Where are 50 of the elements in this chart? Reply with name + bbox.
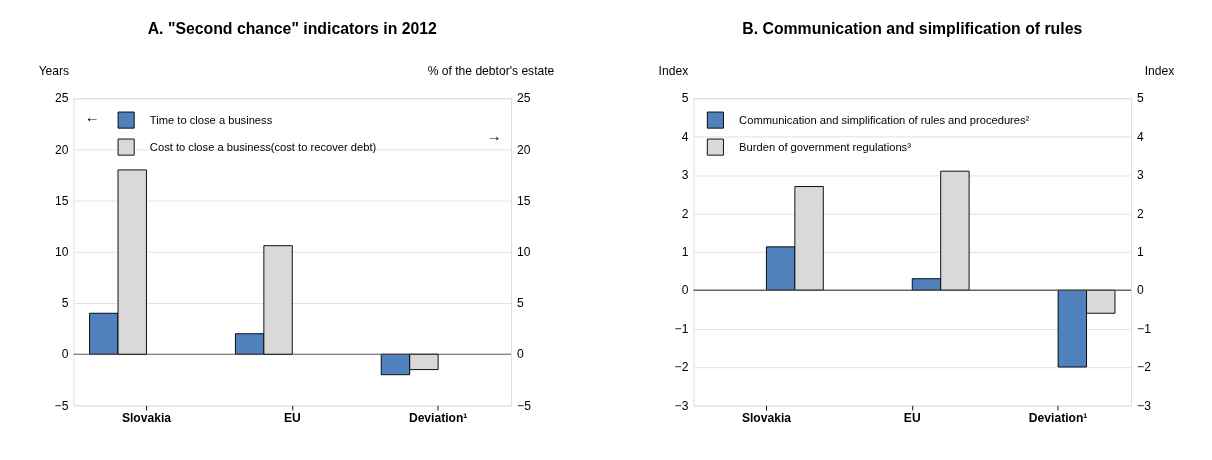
y2-tick-label: 4 — [1137, 129, 1145, 144]
y2-tick-label: 3 — [1137, 168, 1145, 183]
y2-tick-label: 20 — [517, 142, 531, 157]
y-tick-label: −1 — [674, 321, 689, 336]
y-tick-label: −2 — [674, 360, 689, 375]
y-tick-label: 10 — [54, 245, 69, 260]
y-axis-title: Index — [658, 64, 689, 79]
y-tick-label: 25 — [54, 91, 69, 106]
legend-label: Time to close a business — [149, 113, 273, 126]
y2-axis-title: % of the debtor's estate — [427, 64, 555, 79]
annotation: → — [486, 128, 502, 145]
y2-tick-label: 25 — [517, 91, 531, 106]
y2-tick-label: 1 — [1137, 245, 1145, 260]
y2-tick-label: 0 — [1137, 283, 1145, 298]
y-tick-label: 20 — [54, 142, 69, 157]
y-axis-title: Years — [38, 64, 70, 79]
y-tick-label: −3 — [674, 398, 689, 413]
y-tick-label: 5 — [61, 296, 69, 311]
y2-tick-label: −3 — [1137, 398, 1152, 413]
y-tick-label: −5 — [54, 398, 69, 413]
y2-tick-label: 0 — [517, 347, 525, 362]
y-tick-label: 3 — [681, 168, 689, 183]
y2-tick-label: 10 — [517, 245, 531, 260]
y2-tick-label: 5 — [517, 296, 525, 311]
y-tick-label: 0 — [61, 347, 69, 362]
y-tick-label: 5 — [681, 91, 689, 106]
y-tick-label: 15 — [54, 193, 69, 208]
y-tick-label: 0 — [681, 283, 689, 298]
x-tick-label: EU — [903, 410, 921, 425]
annotation: ← — [84, 109, 100, 126]
y2-tick-label: −2 — [1137, 360, 1152, 375]
chart-title: B. Communication and simplification of rules — [742, 20, 1083, 37]
x-tick-label: Slovakia — [121, 410, 172, 425]
y2-axis-title: Index — [1144, 64, 1175, 79]
x-tick-label: Slovakia — [741, 410, 792, 425]
chart-title: A. "Second chance" indicators in 2012 — [147, 20, 438, 37]
legend-label: Communication and simplification of rules and procedures² — [739, 113, 1030, 126]
y-tick-label: 4 — [681, 129, 689, 144]
x-tick-label: Deviation¹ — [1028, 410, 1088, 425]
y2-tick-label: −5 — [517, 398, 532, 413]
legend-label: Burden of government regulations³ — [739, 140, 912, 153]
x-tick-label: EU — [283, 410, 301, 425]
legend-label: Cost to close a business(cost to recover debt) — [149, 140, 377, 153]
y-tick-label: 2 — [681, 206, 689, 221]
y-tick-label: 1 — [681, 245, 689, 260]
x-tick-label: Deviation¹ — [408, 410, 468, 425]
y2-tick-label: −1 — [1137, 321, 1152, 336]
y2-tick-label: 5 — [1137, 91, 1145, 106]
y2-tick-label: 15 — [517, 193, 531, 208]
y2-tick-label: 2 — [1137, 206, 1145, 221]
